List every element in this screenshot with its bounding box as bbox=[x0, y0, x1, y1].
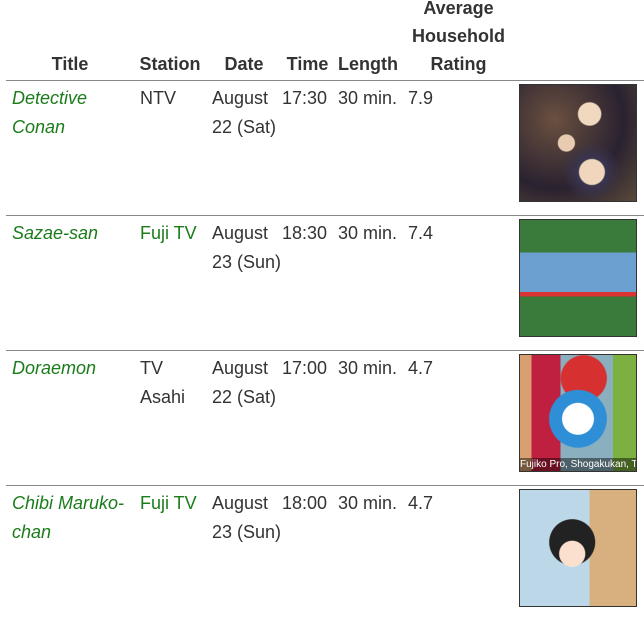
length: 30 min. bbox=[333, 81, 403, 216]
table-row: Sazae-san Fuji TV August 23 (Sun) 18:30 … bbox=[6, 216, 644, 351]
image-caption: Fujiko Pro, Shogakukan, TV A bbox=[520, 458, 636, 471]
header-rating: Average Household Rating bbox=[403, 0, 514, 81]
table-row: Detective Conan NTV August 22 (Sat) 17:3… bbox=[6, 81, 644, 216]
station-link[interactable]: Fuji TV bbox=[140, 493, 197, 513]
header-time: Time bbox=[282, 0, 333, 81]
length: 30 min. bbox=[333, 486, 403, 620]
rating: 4.7 bbox=[403, 351, 514, 486]
table-row: Doraemon TV Asahi August 22 (Sat) 17:00 … bbox=[6, 351, 644, 486]
date: August 23 (Sun) bbox=[206, 216, 282, 351]
date: August 22 (Sat) bbox=[206, 81, 282, 216]
header-row: Title Station Date Time Length Average H… bbox=[6, 0, 644, 81]
header-title: Title bbox=[6, 0, 134, 81]
rating: 7.4 bbox=[403, 216, 514, 351]
title-link[interactable]: Sazae-san bbox=[12, 223, 98, 243]
station: TV Asahi bbox=[134, 351, 206, 486]
detective-conan-thumbnail bbox=[519, 84, 637, 202]
doraemon-thumbnail: Fujiko Pro, Shogakukan, TV A bbox=[519, 354, 637, 472]
rating: 4.7 bbox=[403, 486, 514, 620]
time: 18:00 bbox=[282, 486, 333, 620]
title-link[interactable]: Detective Conan bbox=[12, 88, 87, 137]
length: 30 min. bbox=[333, 351, 403, 486]
station: NTV bbox=[134, 81, 206, 216]
header-image bbox=[514, 0, 644, 81]
station-link[interactable]: Fuji TV bbox=[140, 223, 197, 243]
header-length: Length bbox=[333, 0, 403, 81]
rating: 7.9 bbox=[403, 81, 514, 216]
length: 30 min. bbox=[333, 216, 403, 351]
header-station: Station bbox=[134, 0, 206, 81]
chibi-maruko-chan-thumbnail bbox=[519, 489, 637, 607]
ratings-table: Title Station Date Time Length Average H… bbox=[6, 0, 644, 620]
table-row: Chibi Maruko-chan Fuji TV August 23 (Sun… bbox=[6, 486, 644, 620]
sazae-san-thumbnail bbox=[519, 219, 637, 337]
time: 18:30 bbox=[282, 216, 333, 351]
title-link[interactable]: Doraemon bbox=[12, 358, 96, 378]
date: August 22 (Sat) bbox=[206, 351, 282, 486]
time: 17:00 bbox=[282, 351, 333, 486]
title-link[interactable]: Chibi Maruko-chan bbox=[12, 493, 124, 542]
header-date: Date bbox=[206, 0, 282, 81]
date: August 23 (Sun) bbox=[206, 486, 282, 620]
time: 17:30 bbox=[282, 81, 333, 216]
